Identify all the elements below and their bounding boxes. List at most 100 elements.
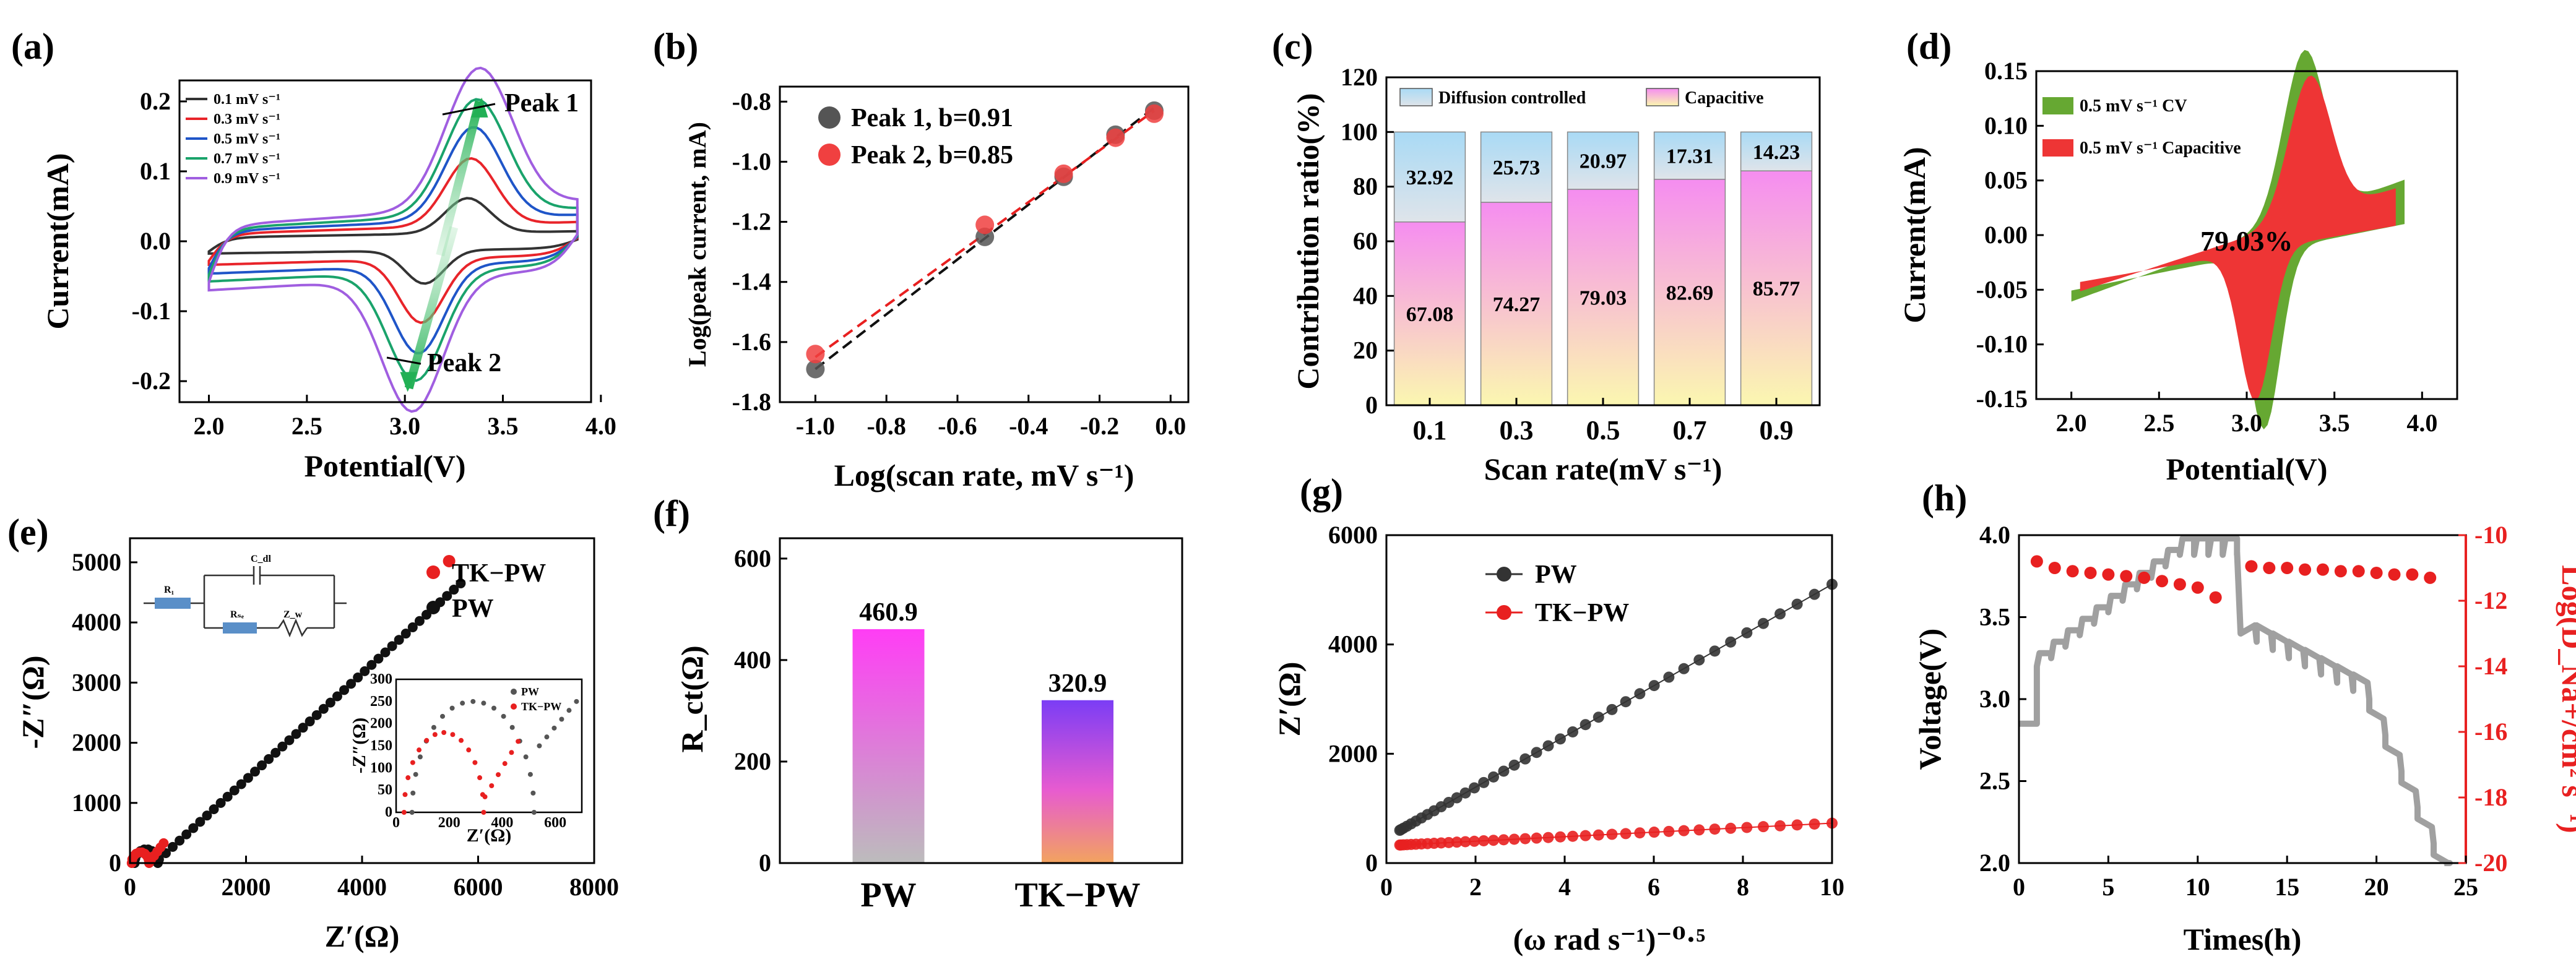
- x-tick-label: 3.5: [488, 412, 519, 440]
- peak-2-arrow: [404, 226, 459, 390]
- inset-tkpw-point: [482, 794, 488, 799]
- diffusion-point: [2316, 563, 2329, 576]
- legend: 0.1 mV s⁻¹ 0.3 mV s⁻¹ 0.5 mV s⁻¹ 0.7 mV …: [186, 92, 280, 187]
- series-point-1: [1593, 829, 1604, 841]
- pw-point: [236, 779, 246, 789]
- series-point-1: [1693, 824, 1705, 836]
- legend-text: Capacitive: [1685, 88, 1764, 108]
- pw-point: [407, 622, 418, 632]
- series-point-1: [1478, 835, 1490, 846]
- legend-swatch: [2042, 139, 2073, 157]
- diffusion-point: [2048, 562, 2061, 574]
- pw-point: [209, 804, 219, 815]
- y-tick-label: 0.2: [140, 87, 171, 115]
- legend-item: TK−PW: [1485, 599, 1629, 627]
- pw-point: [346, 679, 357, 689]
- x-tick-label: 15: [2275, 873, 2299, 901]
- series-point-0: [1554, 733, 1566, 745]
- inset-tkpw-point: [402, 792, 408, 797]
- y-axis-title: R_ct(Ω): [675, 645, 709, 752]
- x-tick-label: 20: [2364, 873, 2389, 901]
- series-point-0: [1451, 792, 1463, 804]
- x-category-label: TK−PW: [1014, 876, 1140, 914]
- circuit-label-r2: Rₛₑ: [230, 609, 244, 620]
- y-tick-label: -0.15: [1976, 385, 2028, 413]
- legend-item: 0.9 mV s⁻¹: [186, 171, 280, 187]
- series-point-1: [1648, 827, 1660, 838]
- diffusion-point: [2191, 581, 2204, 594]
- capacitive-area: [2080, 75, 2396, 401]
- panel-label: (f): [653, 493, 690, 534]
- pw-point: [449, 585, 459, 595]
- inset-tkpw-point: [481, 810, 486, 815]
- pw-point: [318, 703, 329, 714]
- pw-point: [202, 810, 212, 821]
- series-point-1: [1469, 835, 1480, 847]
- x-axis-title: (ω rad s⁻¹)⁻⁰·⁵: [1513, 922, 1706, 956]
- inset-pw-point: [409, 810, 415, 815]
- inset-tkpw-point: [477, 775, 483, 781]
- inset-tkpw-point: [489, 783, 495, 788]
- y-tick-label: 100: [1341, 118, 1378, 145]
- series-point-0: [1488, 771, 1500, 783]
- data-point-1: [806, 345, 825, 364]
- y-tick-label: 0.00: [1984, 221, 2028, 249]
- y-axis-title: Current(mA): [1897, 147, 1932, 323]
- diffusion-point: [2030, 555, 2043, 568]
- inset-y-tick-label: 300: [370, 671, 392, 687]
- diffusion-point: [2406, 568, 2419, 581]
- inset-pw-point: [530, 790, 536, 796]
- y-tick-label: 0.05: [1984, 166, 2028, 194]
- voltage-curve: [2019, 535, 2453, 866]
- inset-tkpw-point: [450, 732, 456, 737]
- y-tick-label: 0.15: [1984, 57, 2028, 85]
- y-tick-label: -1.4: [732, 268, 771, 296]
- legend-text: Peak 1, b=0.91: [851, 104, 1013, 132]
- pw-point: [284, 735, 295, 746]
- series-point-1: [1567, 830, 1579, 842]
- inset-pw-point: [460, 700, 465, 706]
- inset-y-tick-label: 100: [370, 760, 392, 776]
- y-tick-label: 2.0: [1979, 849, 2010, 877]
- series-point-1: [1757, 821, 1769, 833]
- inset-pw-point: [417, 754, 423, 760]
- series-point-0: [1542, 740, 1554, 752]
- y-axis-title: Current(mA): [40, 153, 75, 329]
- pw-point: [168, 841, 178, 852]
- pw-point: [311, 710, 322, 720]
- x-tick-label: 0: [1380, 873, 1393, 901]
- pw-point: [175, 835, 185, 846]
- pw-point: [360, 666, 370, 676]
- legend-text: 0.5 mV s⁻¹: [214, 131, 280, 147]
- y-tick-label: 600: [734, 544, 771, 572]
- series-point-1: [1741, 822, 1753, 833]
- series-point-1: [1725, 822, 1737, 834]
- inset-pw-point: [574, 698, 579, 704]
- series-point-0: [1709, 645, 1721, 657]
- y-tick-label: -1.6: [732, 328, 771, 356]
- series-point-1: [1620, 828, 1632, 840]
- bar-diffusion: [1480, 131, 1553, 203]
- legend-text: 0.7 mV s⁻¹: [214, 151, 280, 167]
- inset-y-tick-label: 150: [370, 738, 392, 754]
- y-tick-label: 3.0: [1979, 685, 2010, 713]
- legend-item: Peak 2, b=0.85: [818, 141, 1013, 170]
- inset-pw-point: [501, 713, 506, 719]
- series-point-0: [1620, 696, 1632, 708]
- legend-marker: [426, 565, 440, 579]
- series-point-1: [1498, 834, 1510, 846]
- legend: TK−PW PW: [426, 559, 546, 623]
- bar-capacitive: [1480, 202, 1553, 406]
- pw-point: [298, 723, 308, 733]
- bar-value-label: 79.03: [1580, 286, 1627, 309]
- legend-marker: [818, 144, 841, 166]
- series-point-0: [1498, 765, 1510, 777]
- inset-tkpw-point: [401, 810, 407, 815]
- resistor-r2-icon: [223, 622, 257, 634]
- pw-point: [353, 673, 363, 683]
- inset-y-tick-label: 250: [370, 694, 392, 710]
- pw-point: [188, 823, 199, 833]
- inset-frame: [395, 678, 583, 814]
- x-tick-label: 4000: [337, 873, 387, 901]
